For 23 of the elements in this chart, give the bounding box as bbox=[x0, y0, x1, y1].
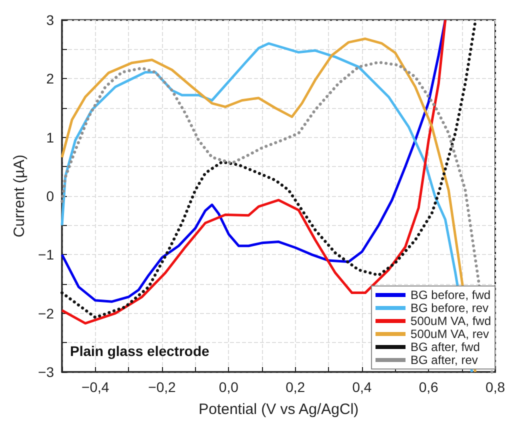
legend-label: 500uM VA, fwd bbox=[410, 314, 491, 328]
y-tick-label: 2 bbox=[46, 70, 54, 87]
x-tick-label: 0,0 bbox=[218, 379, 239, 395]
y-tick-label: −1 bbox=[38, 246, 54, 263]
y-axis-title: Current (µA) bbox=[11, 154, 28, 238]
legend-label: BG after, rev bbox=[410, 353, 478, 367]
y-tick-label: 3 bbox=[46, 12, 54, 28]
y-tick-label: −2 bbox=[38, 305, 54, 322]
x-tick-label: −0,4 bbox=[82, 379, 110, 395]
annotation: Plain glass electrode bbox=[70, 343, 210, 359]
x-axis-title: Potential (V vs Ag/AgCl) bbox=[198, 401, 359, 418]
y-tick-label: 1 bbox=[46, 129, 54, 146]
legend-label: 500uM VA, rev bbox=[410, 327, 489, 341]
legend-label: BG before, rev bbox=[410, 301, 489, 315]
legend-label: BG before, fwd bbox=[410, 288, 491, 302]
x-tick-label: −0,2 bbox=[148, 379, 176, 395]
x-tick-label: 0,8 bbox=[486, 379, 506, 395]
legend-label: BG after, fwd bbox=[410, 340, 480, 354]
x-tick-label: 0,4 bbox=[352, 379, 372, 395]
y-tick-label: −3 bbox=[38, 364, 54, 380]
x-tick-label: 0,2 bbox=[286, 379, 306, 395]
x-tick-label: 0,6 bbox=[418, 379, 439, 395]
y-tick-label: 0 bbox=[46, 188, 54, 204]
